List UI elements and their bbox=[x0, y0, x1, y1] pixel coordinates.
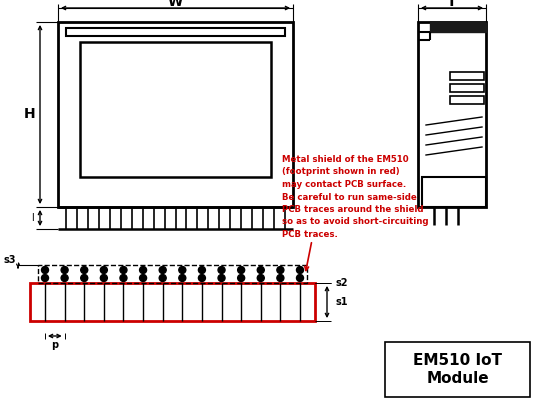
Bar bbox=[58, 22, 293, 207]
Text: s3: s3 bbox=[3, 255, 16, 265]
Circle shape bbox=[140, 275, 147, 282]
Circle shape bbox=[140, 266, 147, 273]
Bar bbox=[80, 42, 271, 177]
Circle shape bbox=[277, 266, 284, 273]
Circle shape bbox=[277, 275, 284, 282]
Bar bbox=[38, 265, 307, 283]
Circle shape bbox=[237, 275, 245, 282]
Circle shape bbox=[199, 275, 206, 282]
Circle shape bbox=[61, 266, 68, 273]
Circle shape bbox=[81, 275, 88, 282]
Circle shape bbox=[81, 266, 88, 273]
Circle shape bbox=[237, 266, 245, 273]
Text: l: l bbox=[31, 213, 34, 223]
Circle shape bbox=[258, 266, 264, 273]
Text: T: T bbox=[447, 0, 457, 9]
Circle shape bbox=[218, 266, 225, 273]
Circle shape bbox=[159, 275, 166, 282]
Bar bbox=[450, 96, 484, 104]
Bar bbox=[30, 283, 315, 321]
Circle shape bbox=[42, 275, 49, 282]
Bar bbox=[450, 84, 484, 92]
Text: Metal shield of the EM510
(footprint shown in red)
may contact PCB surface.
Be c: Metal shield of the EM510 (footprint sho… bbox=[282, 155, 428, 239]
Text: EM510 IoT
Module: EM510 IoT Module bbox=[413, 353, 502, 386]
Circle shape bbox=[296, 266, 304, 273]
Circle shape bbox=[179, 266, 186, 273]
Bar bbox=[66, 28, 285, 36]
Bar bbox=[418, 22, 486, 207]
Text: s1: s1 bbox=[335, 297, 347, 307]
Bar bbox=[450, 72, 484, 80]
Circle shape bbox=[100, 275, 107, 282]
Circle shape bbox=[61, 275, 68, 282]
Circle shape bbox=[296, 275, 304, 282]
Text: s2: s2 bbox=[335, 278, 347, 288]
Bar bbox=[430, 22, 486, 32]
Circle shape bbox=[42, 266, 49, 273]
Circle shape bbox=[199, 266, 206, 273]
Circle shape bbox=[258, 275, 264, 282]
Circle shape bbox=[179, 275, 186, 282]
Circle shape bbox=[120, 275, 127, 282]
Circle shape bbox=[218, 275, 225, 282]
Circle shape bbox=[159, 266, 166, 273]
Bar bbox=[385, 342, 530, 397]
Text: H: H bbox=[24, 107, 36, 122]
Text: W: W bbox=[168, 0, 183, 9]
Circle shape bbox=[120, 266, 127, 273]
Text: p: p bbox=[51, 340, 58, 350]
Circle shape bbox=[100, 266, 107, 273]
Bar bbox=[422, 177, 486, 207]
